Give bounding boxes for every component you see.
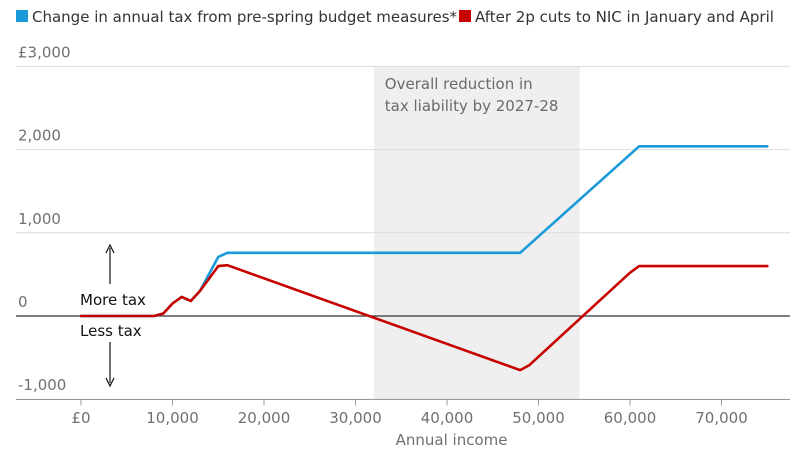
y-tick-label: 2,000 xyxy=(18,127,61,145)
down-arrow-icon xyxy=(105,377,115,388)
up-arrow-icon xyxy=(105,243,115,254)
less-tax-label: Less tax xyxy=(80,322,142,340)
shaded-band-label-line: tax liability by 2027-28 xyxy=(385,97,559,115)
x-tick-label: 10,000 xyxy=(146,409,199,427)
direction-annotation: More tax Less tax xyxy=(80,243,146,388)
x-tick-label: 70,000 xyxy=(695,409,748,427)
y-tick-label: 1,000 xyxy=(18,210,61,228)
y-tick-label: 0 xyxy=(18,293,28,311)
legend-label-blue: Change in annual tax from pre-spring bud… xyxy=(32,8,458,26)
y-tick-label: £3,000 xyxy=(18,43,71,61)
y-tick-label: -1,000 xyxy=(18,376,66,394)
x-axis-label: Annual income xyxy=(396,431,508,449)
series-line-red xyxy=(79,263,769,372)
x-tick-label: 30,000 xyxy=(329,409,382,427)
legend: Change in annual tax from pre-spring bud… xyxy=(16,8,774,26)
y-axis-ticks: £3,000 2,000 1,000 0 -1,000 xyxy=(18,43,71,394)
x-tick-label: 40,000 xyxy=(421,409,474,427)
x-axis: £0 10,000 20,000 30,000 40,000 50,000 60,000 70… xyxy=(16,399,790,427)
series-lines xyxy=(79,145,769,372)
legend-swatch-blue xyxy=(16,10,28,22)
more-tax-label: More tax xyxy=(80,291,146,309)
x-tick-label: 20,000 xyxy=(238,409,291,427)
shaded-band-label-line: Overall reduction in xyxy=(385,75,533,93)
x-tick-label: £0 xyxy=(71,409,90,427)
x-tick-label: 50,000 xyxy=(512,409,565,427)
legend-swatch-red xyxy=(459,10,471,22)
legend-label-red: After 2p cuts to NIC in January and Apri… xyxy=(475,8,774,26)
x-tick-label: 60,000 xyxy=(604,409,657,427)
